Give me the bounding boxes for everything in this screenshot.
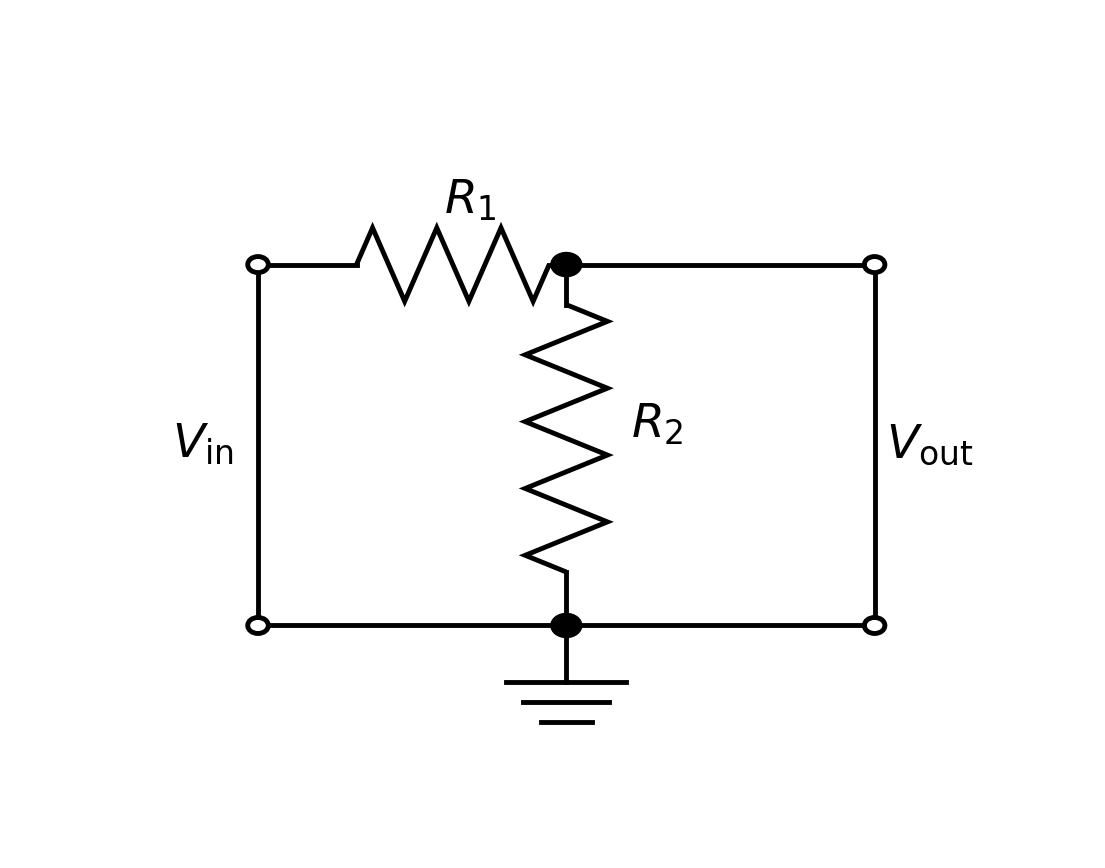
Text: $R_2$: $R_2$: [631, 402, 683, 448]
Circle shape: [551, 614, 581, 637]
Text: $V_{\rm in}$: $V_{\rm in}$: [171, 422, 233, 468]
Circle shape: [551, 253, 581, 277]
Text: $R_1$: $R_1$: [443, 178, 496, 224]
Text: $V_{\rm out}$: $V_{\rm out}$: [886, 423, 975, 468]
